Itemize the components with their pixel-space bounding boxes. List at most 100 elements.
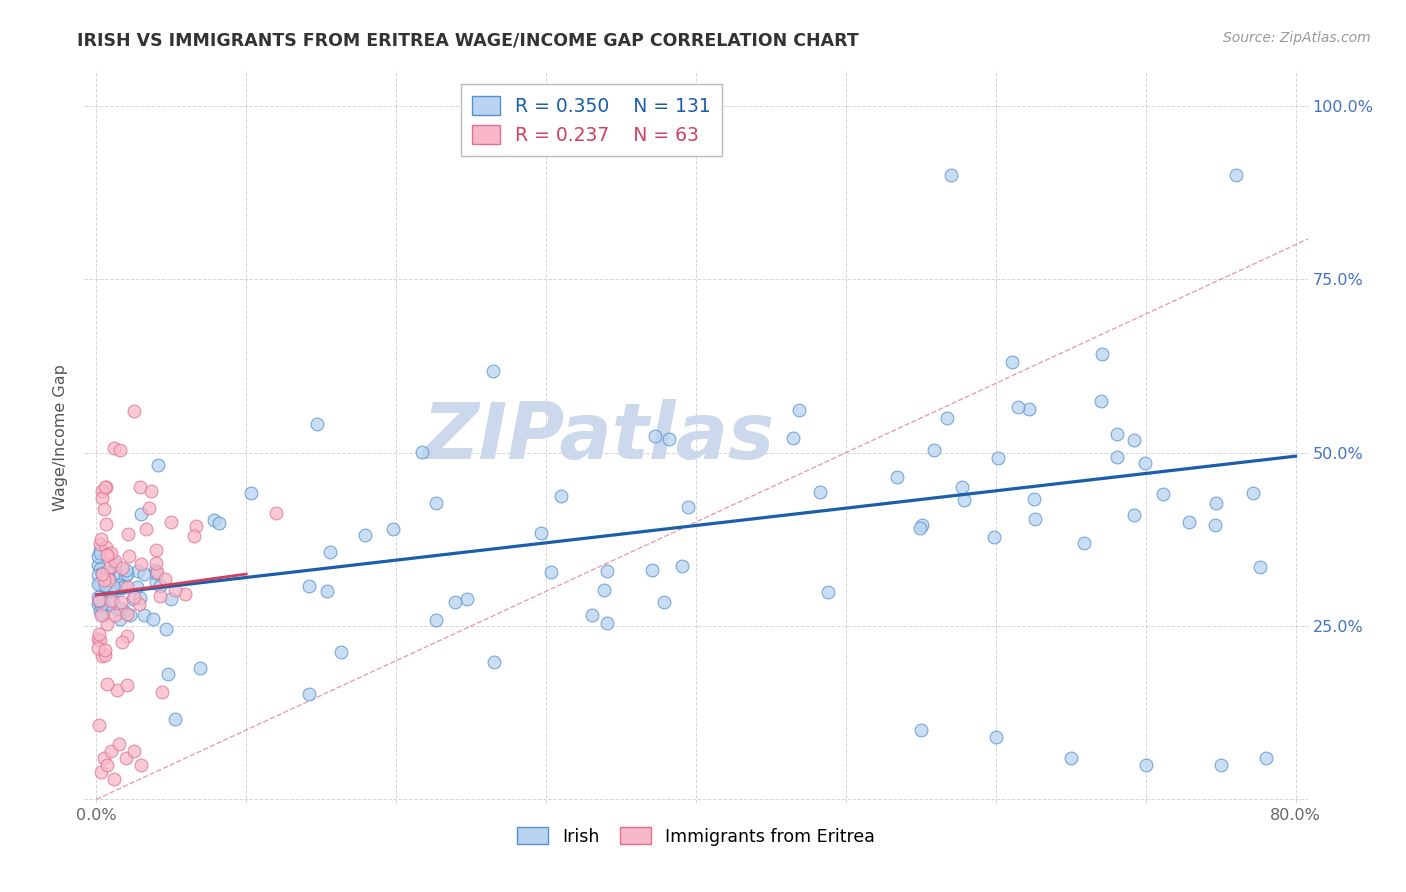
Point [104,558,127,572]
Point [104,580,127,594]
Point [87,549,110,564]
Point [484,656,506,670]
Point [96,565,118,579]
Point [1024,491,1046,506]
Point [425,496,447,510]
Point [117,629,139,643]
Point [122,591,145,605]
Point [117,549,139,564]
Point [89,546,111,560]
Text: ZIPatlas: ZIPatlas [422,399,775,475]
Point [1249,560,1271,574]
Point [131,507,153,521]
Point [540,565,562,579]
Point [101,594,124,608]
Point [163,712,186,726]
Point [89,594,111,608]
Point [90,648,112,663]
Point [936,410,959,425]
Point [150,685,173,699]
Point [104,607,127,622]
Point [98,582,121,597]
Point [1135,757,1157,772]
Point [115,567,138,582]
Point [1205,496,1227,510]
Point [550,489,572,503]
Point [174,587,197,601]
Point [305,417,328,431]
Point [96,617,118,632]
Point [87,641,110,656]
Point [1090,393,1112,408]
Point [644,428,666,442]
Point [1001,355,1024,369]
Point [658,432,681,446]
Point [444,595,467,609]
Point [87,632,110,647]
Point [316,584,339,599]
Y-axis label: Wage/Income Gap: Wage/Income Gap [53,364,69,510]
Point [1178,516,1201,530]
Point [911,518,934,533]
Point [156,667,179,681]
Point [122,744,145,758]
Point [104,554,127,568]
Point [1123,433,1146,447]
Point [184,519,207,533]
Point [318,545,340,559]
Point [108,601,131,615]
Point [1018,402,1040,417]
Point [90,532,112,546]
Point [87,568,110,582]
Point [90,608,112,623]
Point [983,530,1005,544]
Point [90,764,112,779]
Point [329,645,352,659]
Point [153,573,176,587]
Point [87,592,110,607]
Point [353,528,375,542]
Point [97,548,120,562]
Point [188,661,211,675]
Point [100,546,122,560]
Point [145,565,167,579]
Point [208,516,231,530]
Point [94,578,117,592]
Point [93,502,115,516]
Point [125,580,148,594]
Point [111,561,134,575]
Point [103,579,125,593]
Point [149,589,172,603]
Point [97,566,120,580]
Point [100,574,122,589]
Point [1225,169,1247,183]
Point [89,632,111,647]
Point [1060,750,1083,764]
Point [100,593,122,607]
Point [143,564,166,578]
Point [984,730,1007,744]
Point [94,517,117,532]
Point [239,486,262,500]
Point [94,643,117,657]
Point [122,404,145,418]
Point [90,598,112,612]
Point [89,603,111,617]
Point [952,493,974,508]
Point [91,491,114,506]
Point [1204,518,1226,533]
Point [1107,450,1129,465]
Point [652,595,675,609]
Point [115,566,138,581]
Point [93,573,115,587]
Point [94,480,117,494]
Point [160,515,183,529]
Point [425,614,447,628]
Point [105,602,128,616]
Point [91,484,114,499]
Point [145,542,167,557]
Point [1243,486,1265,500]
Point [1007,401,1029,415]
Point [160,592,183,607]
Point [135,522,157,536]
